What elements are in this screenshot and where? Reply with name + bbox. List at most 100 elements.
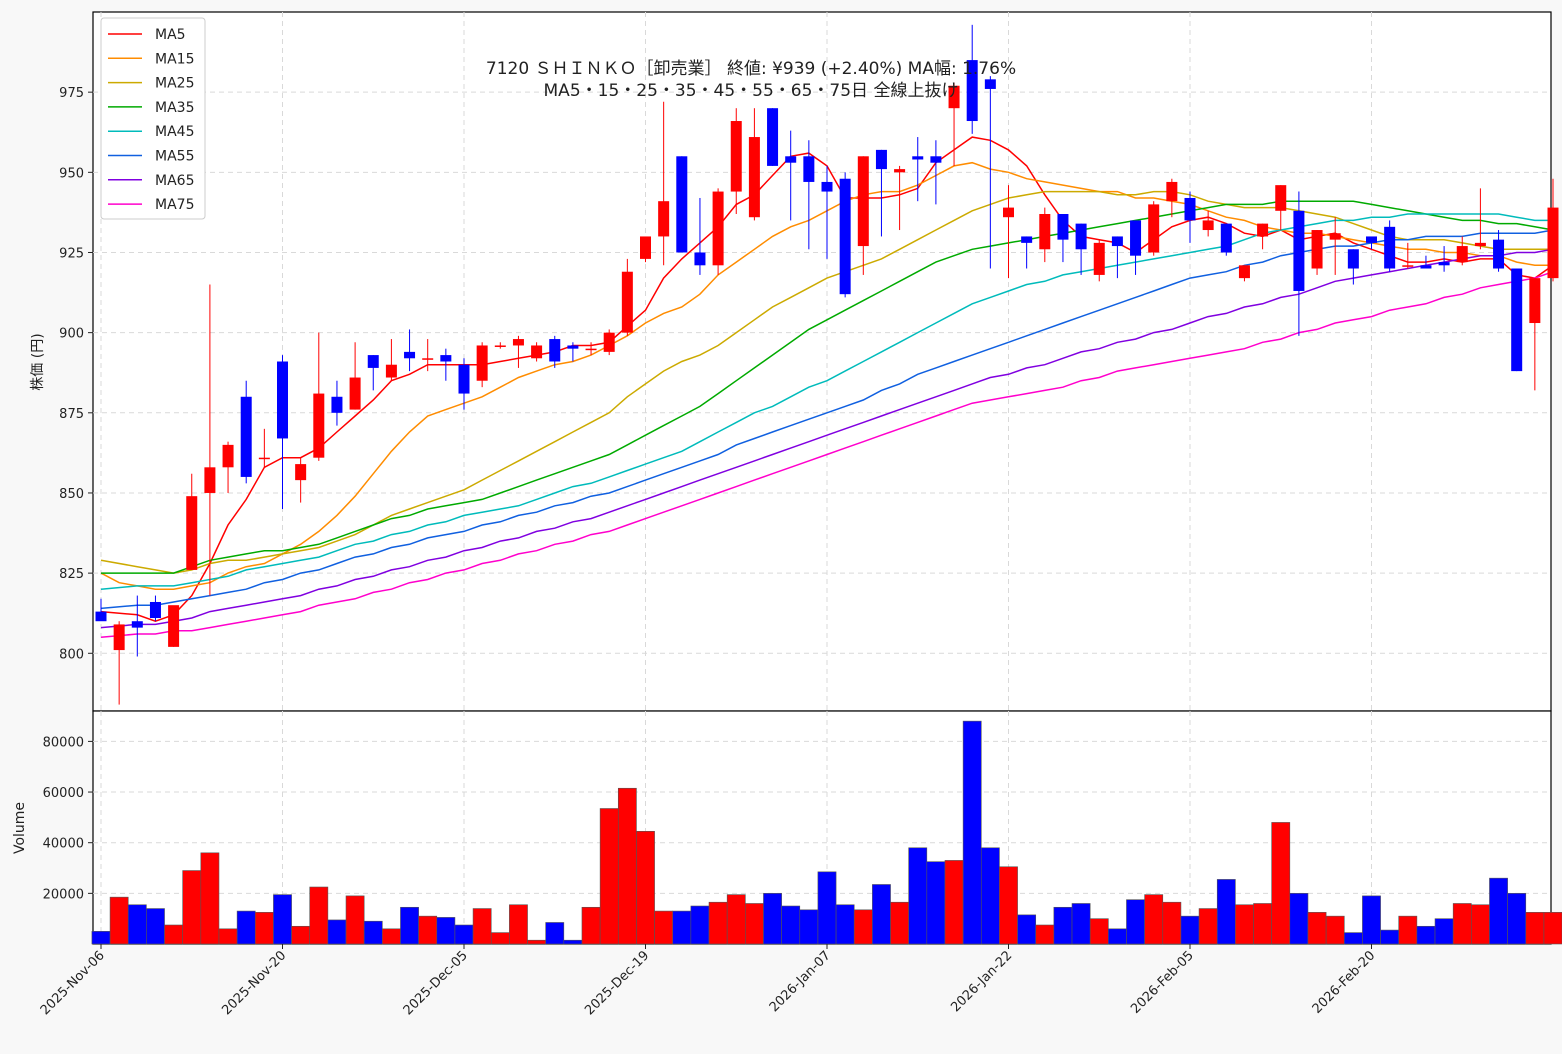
volume-bar: [581, 906, 601, 945]
candle-body-down: [1293, 210, 1305, 291]
candle-body-up: [222, 444, 234, 468]
volume-bar: [1053, 906, 1073, 945]
candle-body-down: [1438, 262, 1450, 266]
candle-body-up: [857, 156, 869, 247]
volume-bar: [599, 808, 619, 945]
volume-bar: [563, 939, 583, 945]
volume-bar: [1271, 822, 1291, 945]
price-tick-label: 800: [59, 647, 84, 662]
candle-body-down: [1420, 265, 1432, 269]
volume-bar: [1035, 924, 1055, 945]
volume-bar: [109, 896, 129, 945]
volume-bar: [436, 917, 456, 945]
volume-bar: [763, 893, 782, 945]
candle-body-up: [1238, 265, 1250, 279]
volume-bar: [327, 919, 347, 945]
candle-body-down: [839, 178, 851, 295]
candle-body-up: [1529, 278, 1541, 324]
volume-bar: [363, 920, 383, 945]
volume-bar: [1452, 903, 1472, 945]
volume-bar: [1525, 912, 1545, 945]
candle-body-up: [204, 467, 216, 493]
volume-bar: [1198, 908, 1218, 945]
volume-bar: [545, 922, 565, 945]
price-axis-label: 株価 (円): [30, 333, 46, 390]
candle-body-up: [585, 348, 597, 351]
legend-label: MA35: [155, 100, 194, 116]
volume-bar: [490, 932, 510, 945]
candle-body-down: [331, 396, 343, 413]
volume-bar: [1416, 925, 1436, 945]
volume-bar: [345, 895, 365, 945]
legend-label: MA25: [155, 76, 194, 92]
candle-body-up: [603, 332, 615, 352]
volume-bar: [1071, 903, 1091, 945]
candle-body-down: [1184, 197, 1196, 221]
volume-bar: [218, 928, 238, 945]
price-tick-label: 900: [59, 327, 84, 342]
volume-axis-label: Volume: [12, 802, 28, 854]
volume-bar: [527, 939, 546, 945]
candle-body-down: [549, 339, 561, 362]
volume-bar: [273, 894, 292, 945]
volume-bar: [1216, 879, 1236, 945]
candle-body-down: [1347, 249, 1359, 269]
volume-bar: [146, 908, 165, 945]
volume-bar: [926, 861, 946, 945]
candle-body-down: [966, 60, 978, 122]
volume-bar: [291, 925, 311, 945]
volume-bar: [382, 928, 401, 945]
ma45-line: [100, 213, 1553, 590]
candle-body-down: [1220, 223, 1232, 253]
candle-body-down: [1384, 226, 1396, 269]
volume-bar: [1343, 932, 1363, 945]
volume-bar: [853, 909, 873, 945]
volume-bar: [1489, 877, 1508, 945]
candle-body-up: [1329, 233, 1341, 240]
candle-body-up: [476, 345, 488, 381]
candle-body-up: [531, 345, 543, 359]
volume-bar: [980, 847, 1000, 945]
candle-body-up: [730, 121, 742, 192]
candle-body-up: [1456, 246, 1468, 263]
volume-bar: [182, 870, 202, 945]
volume-bar: [781, 905, 801, 945]
legend-box: [100, 17, 206, 220]
candle-body-down: [440, 355, 452, 362]
volume-bar: [999, 866, 1018, 945]
candle-body-up: [1402, 265, 1414, 267]
ma25-line: [100, 190, 1553, 574]
price-tick-label: 850: [59, 487, 84, 502]
candle-body-up: [748, 137, 760, 218]
volume-axis: 20000 40000 60000 80000: [43, 735, 93, 902]
volume-bar: [636, 830, 655, 945]
candle-body-down: [1075, 223, 1087, 250]
candle-body-down: [1130, 220, 1142, 256]
chart-title: 7120 ＳＨＩＮＫＯ［卸売業］ 終値: ¥939 (+2.40%) MA幅: …: [486, 59, 1016, 79]
volume-bar: [254, 912, 274, 945]
candle-body-up: [712, 191, 724, 266]
candle-body-up: [385, 364, 397, 378]
candle-body-down: [458, 364, 470, 394]
candle-body-down: [767, 108, 779, 166]
ma35-line: [101, 200, 1554, 574]
volume-bars: [91, 720, 1562, 945]
volume-bar: [617, 787, 637, 945]
price-tick-label: 875: [59, 407, 84, 422]
volume-bar: [745, 903, 764, 945]
candle-body-up: [512, 339, 524, 346]
volume-bar: [1434, 918, 1454, 945]
volume-bar: [400, 906, 419, 945]
candle-body-up: [1311, 230, 1323, 269]
volume-bar: [1180, 915, 1200, 945]
volume-bar: [672, 910, 692, 945]
legend-label: MA45: [155, 124, 194, 140]
candle-body-down: [240, 396, 252, 477]
volume-tick-label: 80000: [43, 735, 84, 750]
volume-bar: [908, 847, 928, 945]
candle-body-up: [1166, 181, 1178, 202]
candle-body-down: [1021, 236, 1033, 243]
candle-body-down: [367, 355, 379, 368]
candle-body-up: [295, 464, 307, 481]
candle-body-up: [1148, 204, 1160, 253]
